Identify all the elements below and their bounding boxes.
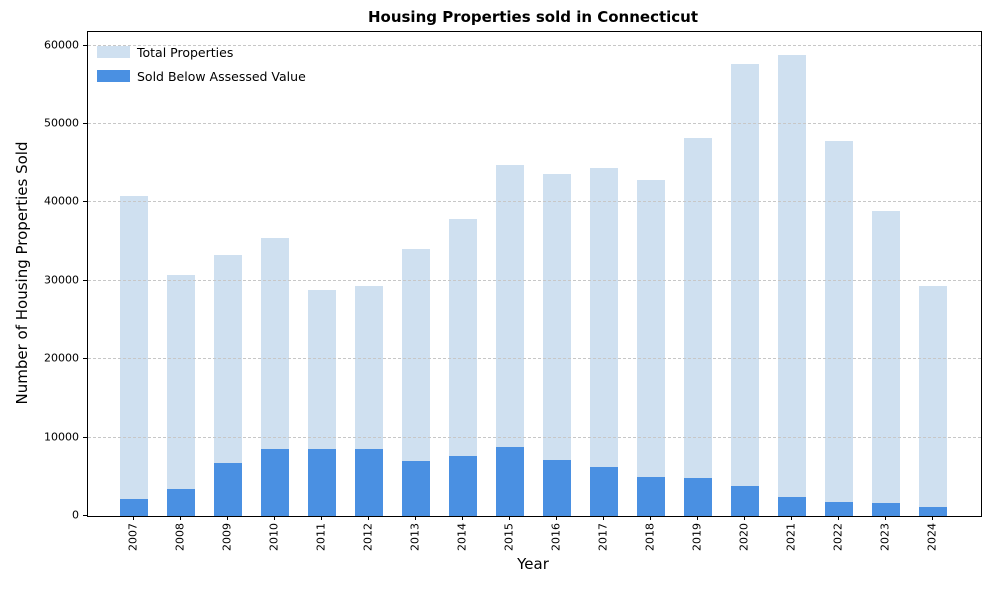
x-tick-mark: [368, 516, 370, 520]
bar-below-2008: [167, 489, 196, 516]
y-tick-mark: [83, 201, 87, 203]
x-tick-label-2016: 2016: [549, 523, 563, 551]
x-tick-mark: [321, 516, 323, 520]
y-tick-mark: [83, 436, 87, 438]
x-tick-mark: [180, 516, 182, 520]
x-tick-label-2018: 2018: [643, 523, 657, 551]
bar-below-2017: [590, 466, 619, 516]
x-tick-mark: [885, 516, 887, 520]
gridline-40000: [88, 201, 981, 203]
x-tick-label-2013: 2013: [408, 523, 422, 551]
bar-below-2011: [308, 449, 337, 516]
x-tick-mark: [697, 516, 699, 520]
x-tick-label-2011: 2011: [314, 523, 328, 551]
bar-below-2022: [825, 501, 854, 516]
y-tick-label-40000: 40000: [44, 194, 79, 208]
bar-below-2023: [872, 503, 901, 516]
bar-below-2013: [402, 461, 431, 516]
bar-below-2024: [919, 507, 948, 516]
bar-total-2023: [872, 211, 901, 516]
legend-item-total-properties: Total Properties: [97, 40, 306, 64]
gridline-30000: [88, 279, 981, 281]
x-tick-label-2020: 2020: [737, 523, 751, 551]
legend-swatch-sold-below: [97, 70, 130, 82]
legend-label-total-properties: Total Properties: [137, 44, 234, 60]
y-axis-label: Number of Housing Properties Sold: [13, 141, 31, 405]
bar-below-2012: [355, 449, 384, 516]
x-tick-mark: [509, 516, 511, 520]
x-tick-mark: [556, 516, 558, 520]
bar-total-2018: [637, 179, 666, 516]
x-tick-mark: [650, 516, 652, 520]
y-tick-label-50000: 50000: [44, 116, 79, 130]
bar-total-2008: [167, 275, 196, 516]
gridline-20000: [88, 358, 981, 360]
legend-item-sold-below: Sold Below Assessed Value: [97, 64, 306, 88]
x-tick-label-2012: 2012: [361, 523, 375, 551]
legend: Total Properties Sold Below Assessed Val…: [97, 40, 306, 88]
y-tick-label-0: 0: [72, 508, 79, 522]
x-tick-label-2009: 2009: [220, 523, 234, 551]
y-tick-mark: [83, 44, 87, 46]
y-tick-mark: [83, 279, 87, 281]
x-tick-mark: [603, 516, 605, 520]
x-tick-mark: [227, 516, 229, 520]
bar-below-2014: [449, 455, 478, 516]
bar-total-2019: [684, 138, 713, 516]
x-tick-label-2008: 2008: [173, 523, 187, 551]
x-tick-mark: [932, 516, 934, 520]
x-tick-label-2014: 2014: [455, 523, 469, 551]
y-tick-mark: [83, 515, 87, 516]
y-tick-mark: [83, 358, 87, 360]
bar-total-2022: [825, 141, 854, 516]
x-tick-label-2023: 2023: [878, 523, 892, 551]
bar-total-2020: [731, 63, 760, 516]
bar-below-2021: [778, 497, 807, 516]
bar-total-2016: [543, 174, 572, 516]
x-tick-label-2010: 2010: [267, 523, 281, 551]
x-tick-label-2017: 2017: [596, 523, 610, 551]
y-tick-mark: [83, 123, 87, 125]
bar-total-2017: [590, 167, 619, 516]
bar-below-2010: [261, 448, 290, 516]
x-tick-mark: [744, 516, 746, 520]
plot-area: Total Properties Sold Below Assessed Val…: [87, 31, 982, 517]
x-tick-label-2007: 2007: [126, 523, 140, 551]
x-tick-mark: [133, 516, 135, 520]
x-tick-label-2024: 2024: [925, 523, 939, 551]
x-tick-label-2022: 2022: [831, 523, 845, 551]
bar-below-2015: [496, 447, 525, 516]
legend-label-sold-below: Sold Below Assessed Value: [137, 68, 306, 84]
bar-below-2007: [120, 498, 149, 516]
y-tick-label-60000: 60000: [44, 38, 79, 52]
x-tick-mark: [462, 516, 464, 520]
bar-below-2018: [637, 476, 666, 516]
x-tick-mark: [791, 516, 793, 520]
x-tick-label-2015: 2015: [502, 523, 516, 551]
y-tick-label-10000: 10000: [44, 430, 79, 444]
x-tick-mark: [838, 516, 840, 520]
bar-below-2019: [684, 477, 713, 516]
x-tick-label-2019: 2019: [690, 523, 704, 551]
y-tick-label-30000: 30000: [44, 273, 79, 287]
x-tick-mark: [274, 516, 276, 520]
x-axis-label: Year: [517, 555, 549, 573]
bar-below-2016: [543, 459, 572, 516]
gridline-50000: [88, 123, 981, 125]
legend-swatch-total-properties: [97, 46, 130, 58]
bar-total-2024: [919, 285, 948, 516]
bar-total-2007: [120, 196, 149, 516]
gridline-60000: [88, 44, 981, 46]
x-tick-mark: [415, 516, 417, 520]
x-tick-label-2021: 2021: [784, 523, 798, 551]
y-tick-label-20000: 20000: [44, 351, 79, 365]
chart-title: Housing Properties sold in Connecticut: [367, 8, 699, 26]
bar-below-2020: [731, 486, 760, 516]
gridline-10000: [88, 436, 981, 438]
bar-below-2009: [214, 463, 243, 516]
bar-total-2021: [778, 55, 807, 516]
